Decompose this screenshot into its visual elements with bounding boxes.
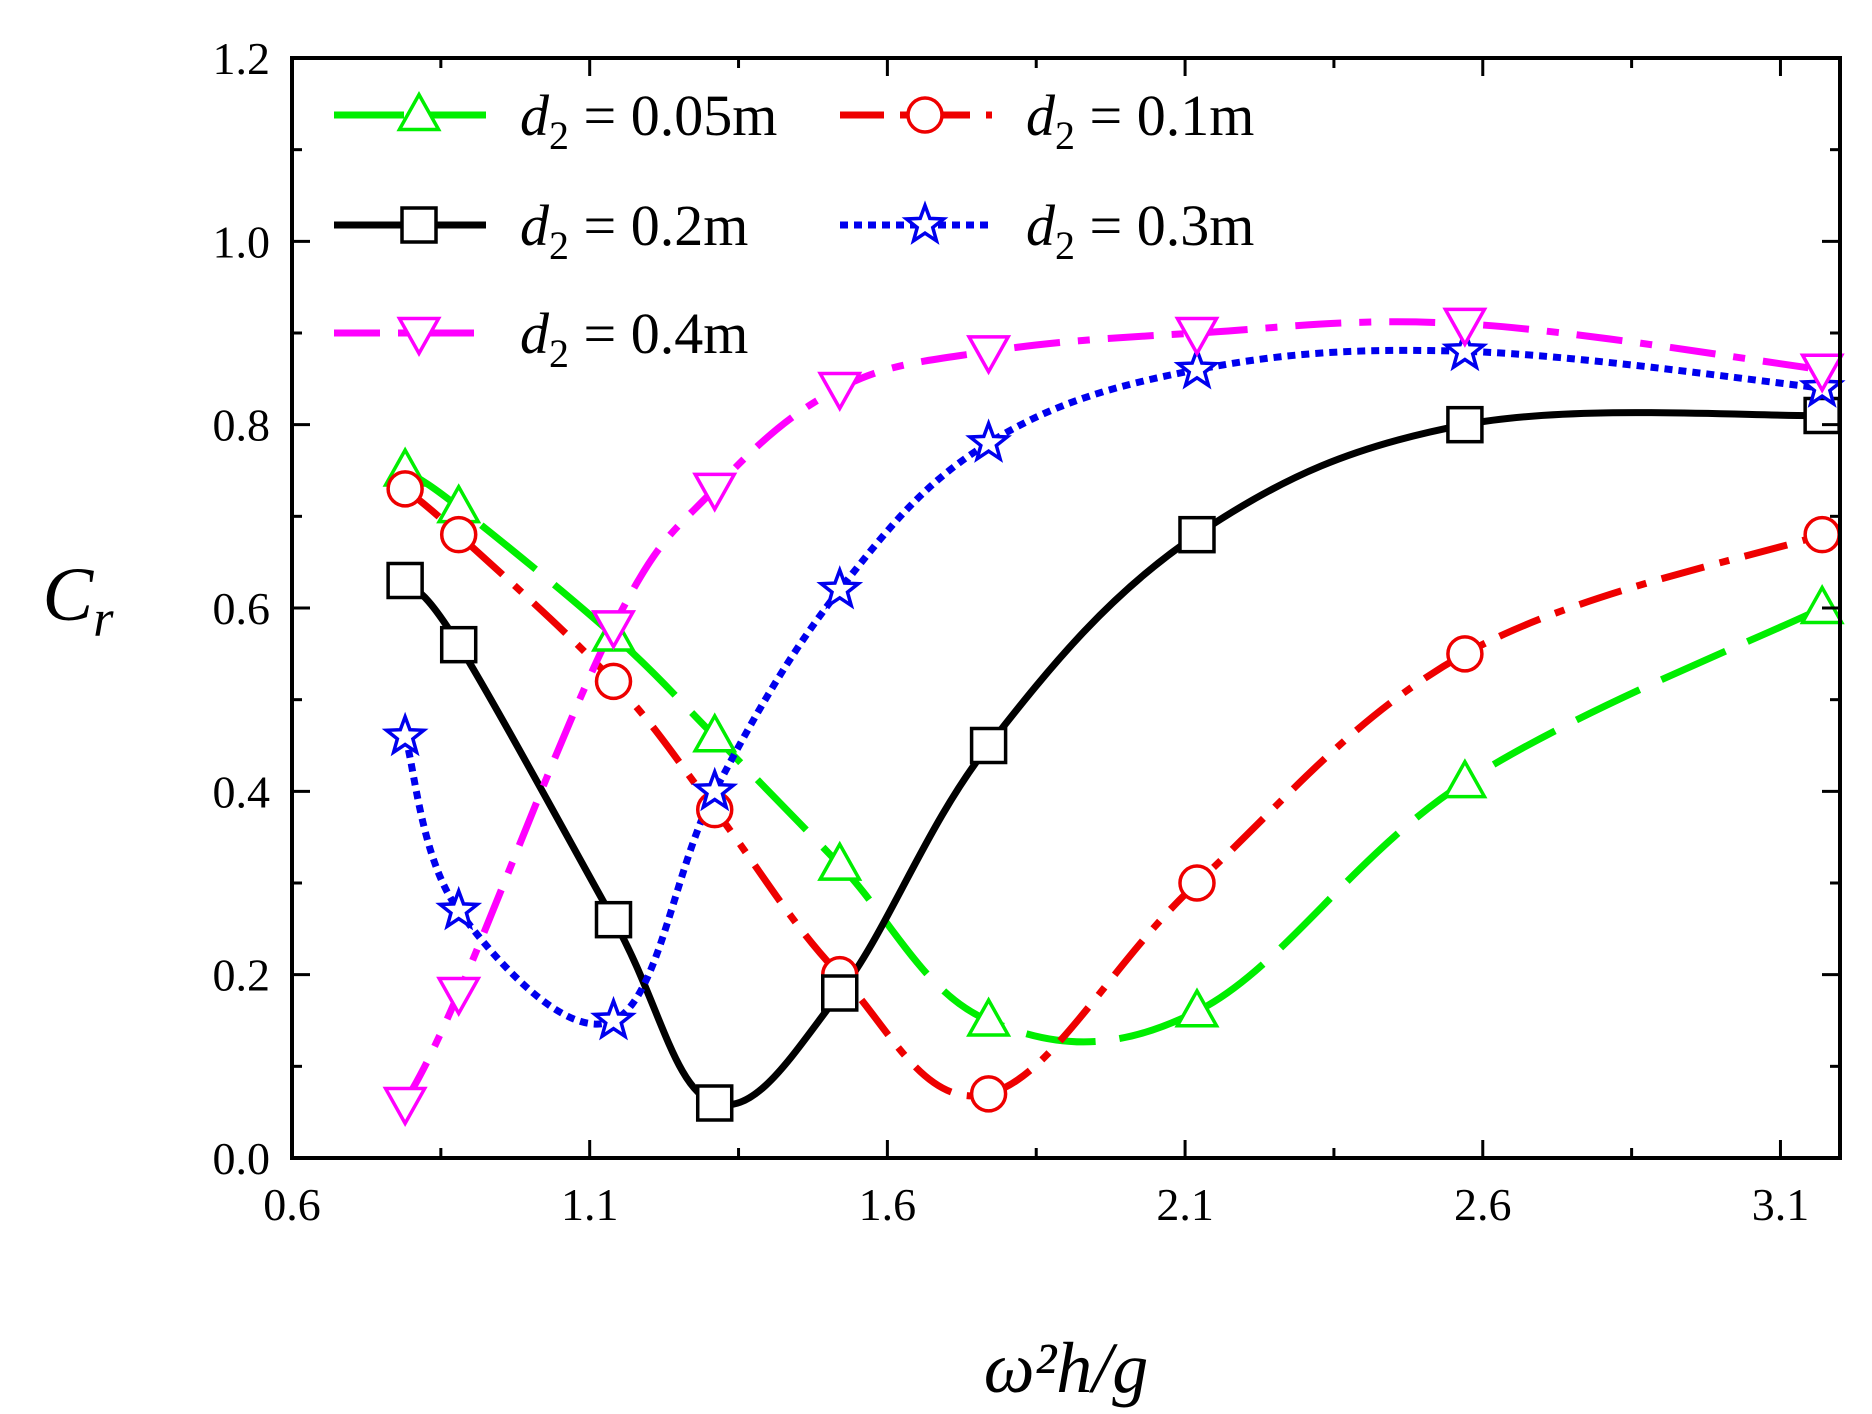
data-point-series-1 xyxy=(1442,758,1488,799)
data-point-series-3 xyxy=(1178,515,1216,554)
y-tick-label: 0.4 xyxy=(213,766,271,817)
data-point-series-2 xyxy=(969,1075,1008,1113)
y-tick-label: 0.6 xyxy=(213,583,271,634)
data-point-series-5 xyxy=(1799,353,1845,394)
x-tick-label: 1.6 xyxy=(859,1179,917,1230)
data-point-series-5 xyxy=(1442,307,1488,348)
legend-label-2: d2 = 0.1m xyxy=(1026,83,1254,158)
data-point-series-5 xyxy=(1174,316,1220,357)
legend-label-var: d xyxy=(520,193,550,258)
data-point-series-1 xyxy=(1174,987,1220,1028)
axis-ticks xyxy=(290,56,1840,1160)
legend-label-rest: = 0.2m xyxy=(569,193,748,258)
data-point-series-3 xyxy=(1446,405,1484,444)
x-tick-label: 2.1 xyxy=(1156,1179,1214,1230)
data-point-series-4 xyxy=(816,565,864,610)
data-point-series-2 xyxy=(594,662,633,701)
x-axis-title: ω²h/g xyxy=(984,1328,1148,1408)
data-point-series-1 xyxy=(817,840,863,881)
legend-label-rest: = 0.4m xyxy=(569,301,748,366)
legend-label-rest: = 0.05m xyxy=(569,83,777,148)
y-axis-title-subscript: r xyxy=(93,591,114,648)
legend-label-var: d xyxy=(520,301,550,366)
x-tick-label: 1.1 xyxy=(561,1179,619,1230)
data-point-series-1 xyxy=(692,712,738,753)
y-tick-label: 1.2 xyxy=(213,33,271,84)
data-point-series-5 xyxy=(382,1086,428,1127)
data-point-series-5 xyxy=(966,335,1012,376)
legend-label-var: d xyxy=(1026,193,1056,258)
data-point-series-3 xyxy=(969,726,1008,765)
series-line-4 xyxy=(401,346,1823,1028)
data-point-series-3 xyxy=(439,625,478,664)
legend-label-3: d2 = 0.2m xyxy=(520,193,748,268)
legend-label-sub: 2 xyxy=(549,223,569,268)
data-point-series-3 xyxy=(821,974,859,1012)
data-markers xyxy=(381,307,1846,1127)
legend-label-sub: 2 xyxy=(1055,113,1075,158)
legend-marker-2 xyxy=(906,96,944,134)
data-point-series-5 xyxy=(692,472,738,513)
data-point-series-5 xyxy=(590,610,637,651)
legend-label-sub: 2 xyxy=(549,113,569,158)
data-point-series-5 xyxy=(817,371,863,412)
data-point-series-2 xyxy=(1178,864,1216,902)
y-tick-label: 0.8 xyxy=(213,400,271,451)
data-point-series-3 xyxy=(695,1084,734,1122)
data-point-series-1 xyxy=(1799,584,1845,625)
data-point-series-4 xyxy=(381,711,429,757)
data-point-series-4 xyxy=(1441,326,1489,372)
y-tick-label: 1.0 xyxy=(213,216,271,267)
legend-marker-5 xyxy=(396,316,442,357)
x-tick-labels: 0.6 1.1 1.6 2.1 2.6 3.1 xyxy=(263,1179,1809,1230)
data-point-series-2 xyxy=(1446,635,1484,673)
x-tick-label: 2.6 xyxy=(1454,1179,1512,1230)
legend-label-rest: = 0.3m xyxy=(1075,193,1254,258)
legend-marker-3 xyxy=(400,206,438,244)
x-tick-label: 3.1 xyxy=(1752,1179,1810,1230)
legend-label-1: d2 = 0.05m xyxy=(520,83,777,158)
data-point-series-2 xyxy=(386,470,424,508)
data-point-series-2 xyxy=(439,515,478,554)
data-point-series-5 xyxy=(436,976,482,1017)
data-point-series-4 xyxy=(1173,345,1221,390)
data-point-series-2 xyxy=(1803,515,1841,554)
data-point-series-4 xyxy=(691,766,739,812)
data-point-series-3 xyxy=(594,900,633,939)
y-tick-labels: 0.0 0.2 0.4 0.6 0.8 1.0 1.2 xyxy=(213,33,271,1184)
data-point-series-1 xyxy=(966,996,1012,1037)
y-tick-label: 0.0 xyxy=(213,1133,271,1184)
legend-label-var: d xyxy=(1026,83,1056,148)
series-line-3 xyxy=(402,409,1823,1109)
legend-marker-4 xyxy=(901,200,949,245)
legend-label-sub: 2 xyxy=(1055,223,1075,268)
data-point-series-4 xyxy=(965,418,1012,463)
legend-marker-1 xyxy=(396,91,442,132)
legend-label-var: d xyxy=(520,83,550,148)
y-tick-label: 0.2 xyxy=(213,950,271,1001)
legend-label-rest: = 0.1m xyxy=(1075,83,1254,148)
data-point-series-4 xyxy=(435,885,483,931)
legend-label-5: d2 = 0.4m xyxy=(520,301,748,376)
data-point-series-3 xyxy=(386,561,424,600)
legend-label-4: d2 = 0.3m xyxy=(1026,193,1254,268)
legend-label-sub: 2 xyxy=(549,331,569,376)
x-tick-label: 0.6 xyxy=(263,1179,321,1230)
data-point-series-4 xyxy=(590,995,637,1041)
